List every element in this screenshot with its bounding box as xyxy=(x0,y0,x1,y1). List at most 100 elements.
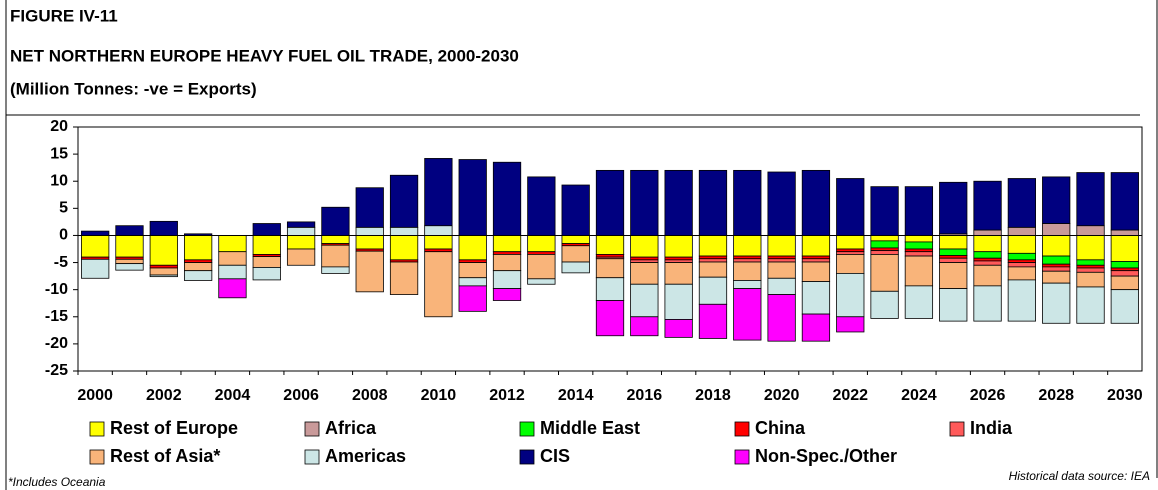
bar-segment xyxy=(1110,267,1139,272)
bar-segment xyxy=(904,186,934,236)
bar-segment xyxy=(115,225,144,236)
bar-segment xyxy=(492,254,522,272)
legend-swatch xyxy=(304,421,320,437)
bar-segment xyxy=(698,258,728,263)
bar-segment xyxy=(973,251,1002,259)
y-tick-label: 15 xyxy=(50,145,68,162)
bar-segment xyxy=(527,251,556,255)
bar-segment xyxy=(424,225,453,236)
bar-segment xyxy=(767,235,796,257)
bar-segment xyxy=(939,288,968,322)
bar-segment xyxy=(698,235,728,257)
chart-subtitle: NET NORTHERN EUROPE HEAVY FUEL OIL TRADE… xyxy=(10,46,519,65)
x-tick-label: 2022 xyxy=(832,387,868,404)
bar-segment xyxy=(904,241,934,250)
bar-segment xyxy=(1110,261,1139,269)
y-tick-label: -5 xyxy=(54,254,68,271)
bar-segment xyxy=(389,226,419,236)
bar-segment xyxy=(733,169,762,236)
bar-segment xyxy=(1076,259,1105,266)
bar-segment xyxy=(836,251,865,255)
x-tick-label: 2018 xyxy=(695,387,731,404)
bar-segment xyxy=(870,240,899,249)
x-tick-label: 2026 xyxy=(970,387,1006,404)
y-tick-label: -15 xyxy=(45,308,68,325)
bar-segment xyxy=(836,316,865,333)
legend-label: Rest of Europe xyxy=(110,418,238,438)
bar-segment xyxy=(252,256,281,268)
bar-segment xyxy=(424,251,453,318)
bar-segment xyxy=(149,220,178,236)
bar-segment xyxy=(561,261,590,274)
bar-segment xyxy=(939,257,968,263)
bar-segment xyxy=(492,251,522,255)
bar-segment xyxy=(595,235,625,255)
y-tick-label: -20 xyxy=(45,335,68,352)
y-axis-label: (Million Tonnes: -ve = Exports) xyxy=(10,79,257,98)
bar-segment xyxy=(1110,235,1139,262)
bar-segment xyxy=(836,248,865,253)
bar-segment xyxy=(389,261,419,295)
bar-segment xyxy=(1007,279,1036,322)
bar-segment xyxy=(389,235,419,261)
bar-segment xyxy=(904,251,934,257)
x-tick-label: 2028 xyxy=(1038,387,1074,404)
bar-segment xyxy=(321,266,350,274)
bar-segment xyxy=(939,248,968,256)
bar-segment xyxy=(355,226,384,236)
bar-segment xyxy=(664,169,693,236)
bar-segment xyxy=(664,283,693,320)
bar-segment xyxy=(183,235,213,261)
bar-segment xyxy=(664,259,693,263)
bar-segment xyxy=(698,169,728,236)
bar-segment xyxy=(1042,266,1071,272)
bar-segment xyxy=(939,235,968,250)
bar-segment xyxy=(973,257,1002,262)
bar-segment xyxy=(939,255,968,259)
bar-segment xyxy=(81,235,110,258)
bar-segment xyxy=(939,181,968,235)
bar-segment xyxy=(1007,252,1036,261)
bar-segment xyxy=(595,277,625,301)
bar-segment xyxy=(252,267,281,281)
x-tick-label: 2008 xyxy=(352,387,388,404)
bar-segment xyxy=(664,262,693,285)
bar-segment xyxy=(1076,172,1105,227)
y-tick-label: 0 xyxy=(59,227,68,244)
bar-segment xyxy=(870,247,899,252)
bar-segment xyxy=(973,285,1002,322)
bar-segment xyxy=(218,264,247,280)
bar-segment xyxy=(458,285,487,312)
bar-segment xyxy=(733,255,762,260)
bar-segment xyxy=(733,288,762,341)
bar-segment xyxy=(664,256,693,261)
legend-swatch xyxy=(304,449,320,465)
bar-segment xyxy=(801,235,831,257)
bar-segment xyxy=(904,255,934,287)
bar-segment xyxy=(149,267,178,276)
bar-segment xyxy=(458,159,487,236)
bar-segment xyxy=(183,262,213,272)
x-tick-label: 2014 xyxy=(558,387,594,404)
bar-segment xyxy=(149,264,178,269)
bar-segment xyxy=(664,319,693,338)
legend-label: Americas xyxy=(325,446,406,466)
bar-segment xyxy=(698,255,728,260)
legend-label: Africa xyxy=(325,418,377,438)
bar-segment xyxy=(1042,223,1071,236)
bar-segment xyxy=(836,254,865,274)
bar-segment xyxy=(904,235,934,243)
bar-segment xyxy=(630,256,659,261)
y-tick-label: 10 xyxy=(50,172,68,189)
bar-segment xyxy=(218,278,247,299)
bar-segment xyxy=(767,261,796,279)
bar-segment xyxy=(870,290,899,319)
y-tick-label: 5 xyxy=(59,200,68,217)
bar-segment xyxy=(1110,289,1139,324)
bar-segment xyxy=(1007,178,1036,228)
bar-segment xyxy=(252,235,281,255)
x-tick-label: 2000 xyxy=(77,387,113,404)
legend-swatch xyxy=(734,449,750,465)
bar-segment xyxy=(973,180,1002,231)
bar-segment xyxy=(595,254,625,258)
